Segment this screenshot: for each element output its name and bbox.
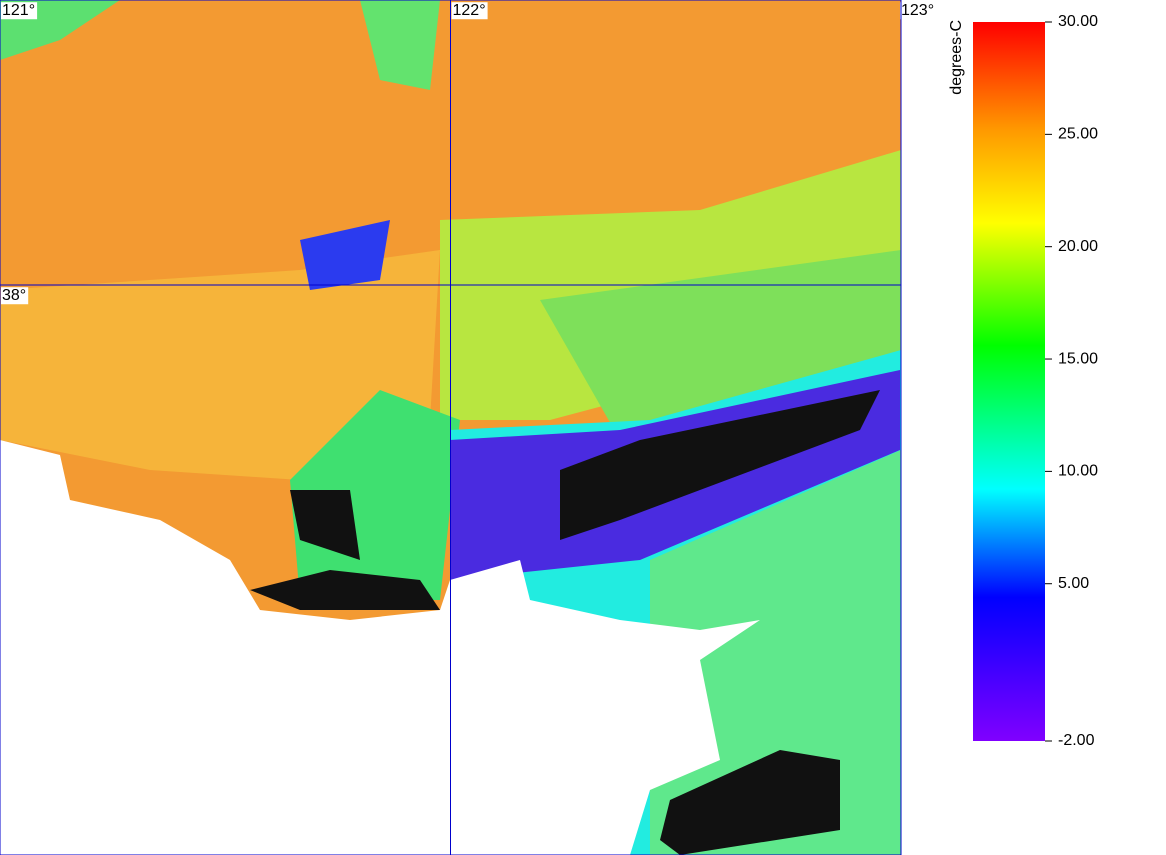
longitude-label-bg xyxy=(900,2,937,20)
colorbar-tick-label: 25.00 xyxy=(1058,126,1098,143)
longitude-label: 122° xyxy=(453,2,486,19)
longitude-label-bg xyxy=(451,2,488,20)
colorbar-tick-label: 15.00 xyxy=(1058,350,1098,367)
longitude-label: 121° xyxy=(2,2,35,19)
colorbar-tick-label: 5.00 xyxy=(1058,575,1089,592)
colorbar-tick-label: 30.00 xyxy=(1058,13,1098,30)
latitude-label: 38° xyxy=(2,287,26,304)
latitude-label-bg xyxy=(1,287,29,305)
longitude-label-bg xyxy=(1,2,38,20)
longitude-label: 123° xyxy=(901,2,934,19)
map-frame xyxy=(0,0,902,855)
colorbar-tick-label: -2.00 xyxy=(1058,732,1095,749)
colorbar-tick-label: 20.00 xyxy=(1058,238,1098,255)
colorbar-unit: degrees-C xyxy=(948,20,965,95)
colorbar xyxy=(973,22,1045,741)
colorbar-tick-label: 10.00 xyxy=(1058,463,1098,480)
